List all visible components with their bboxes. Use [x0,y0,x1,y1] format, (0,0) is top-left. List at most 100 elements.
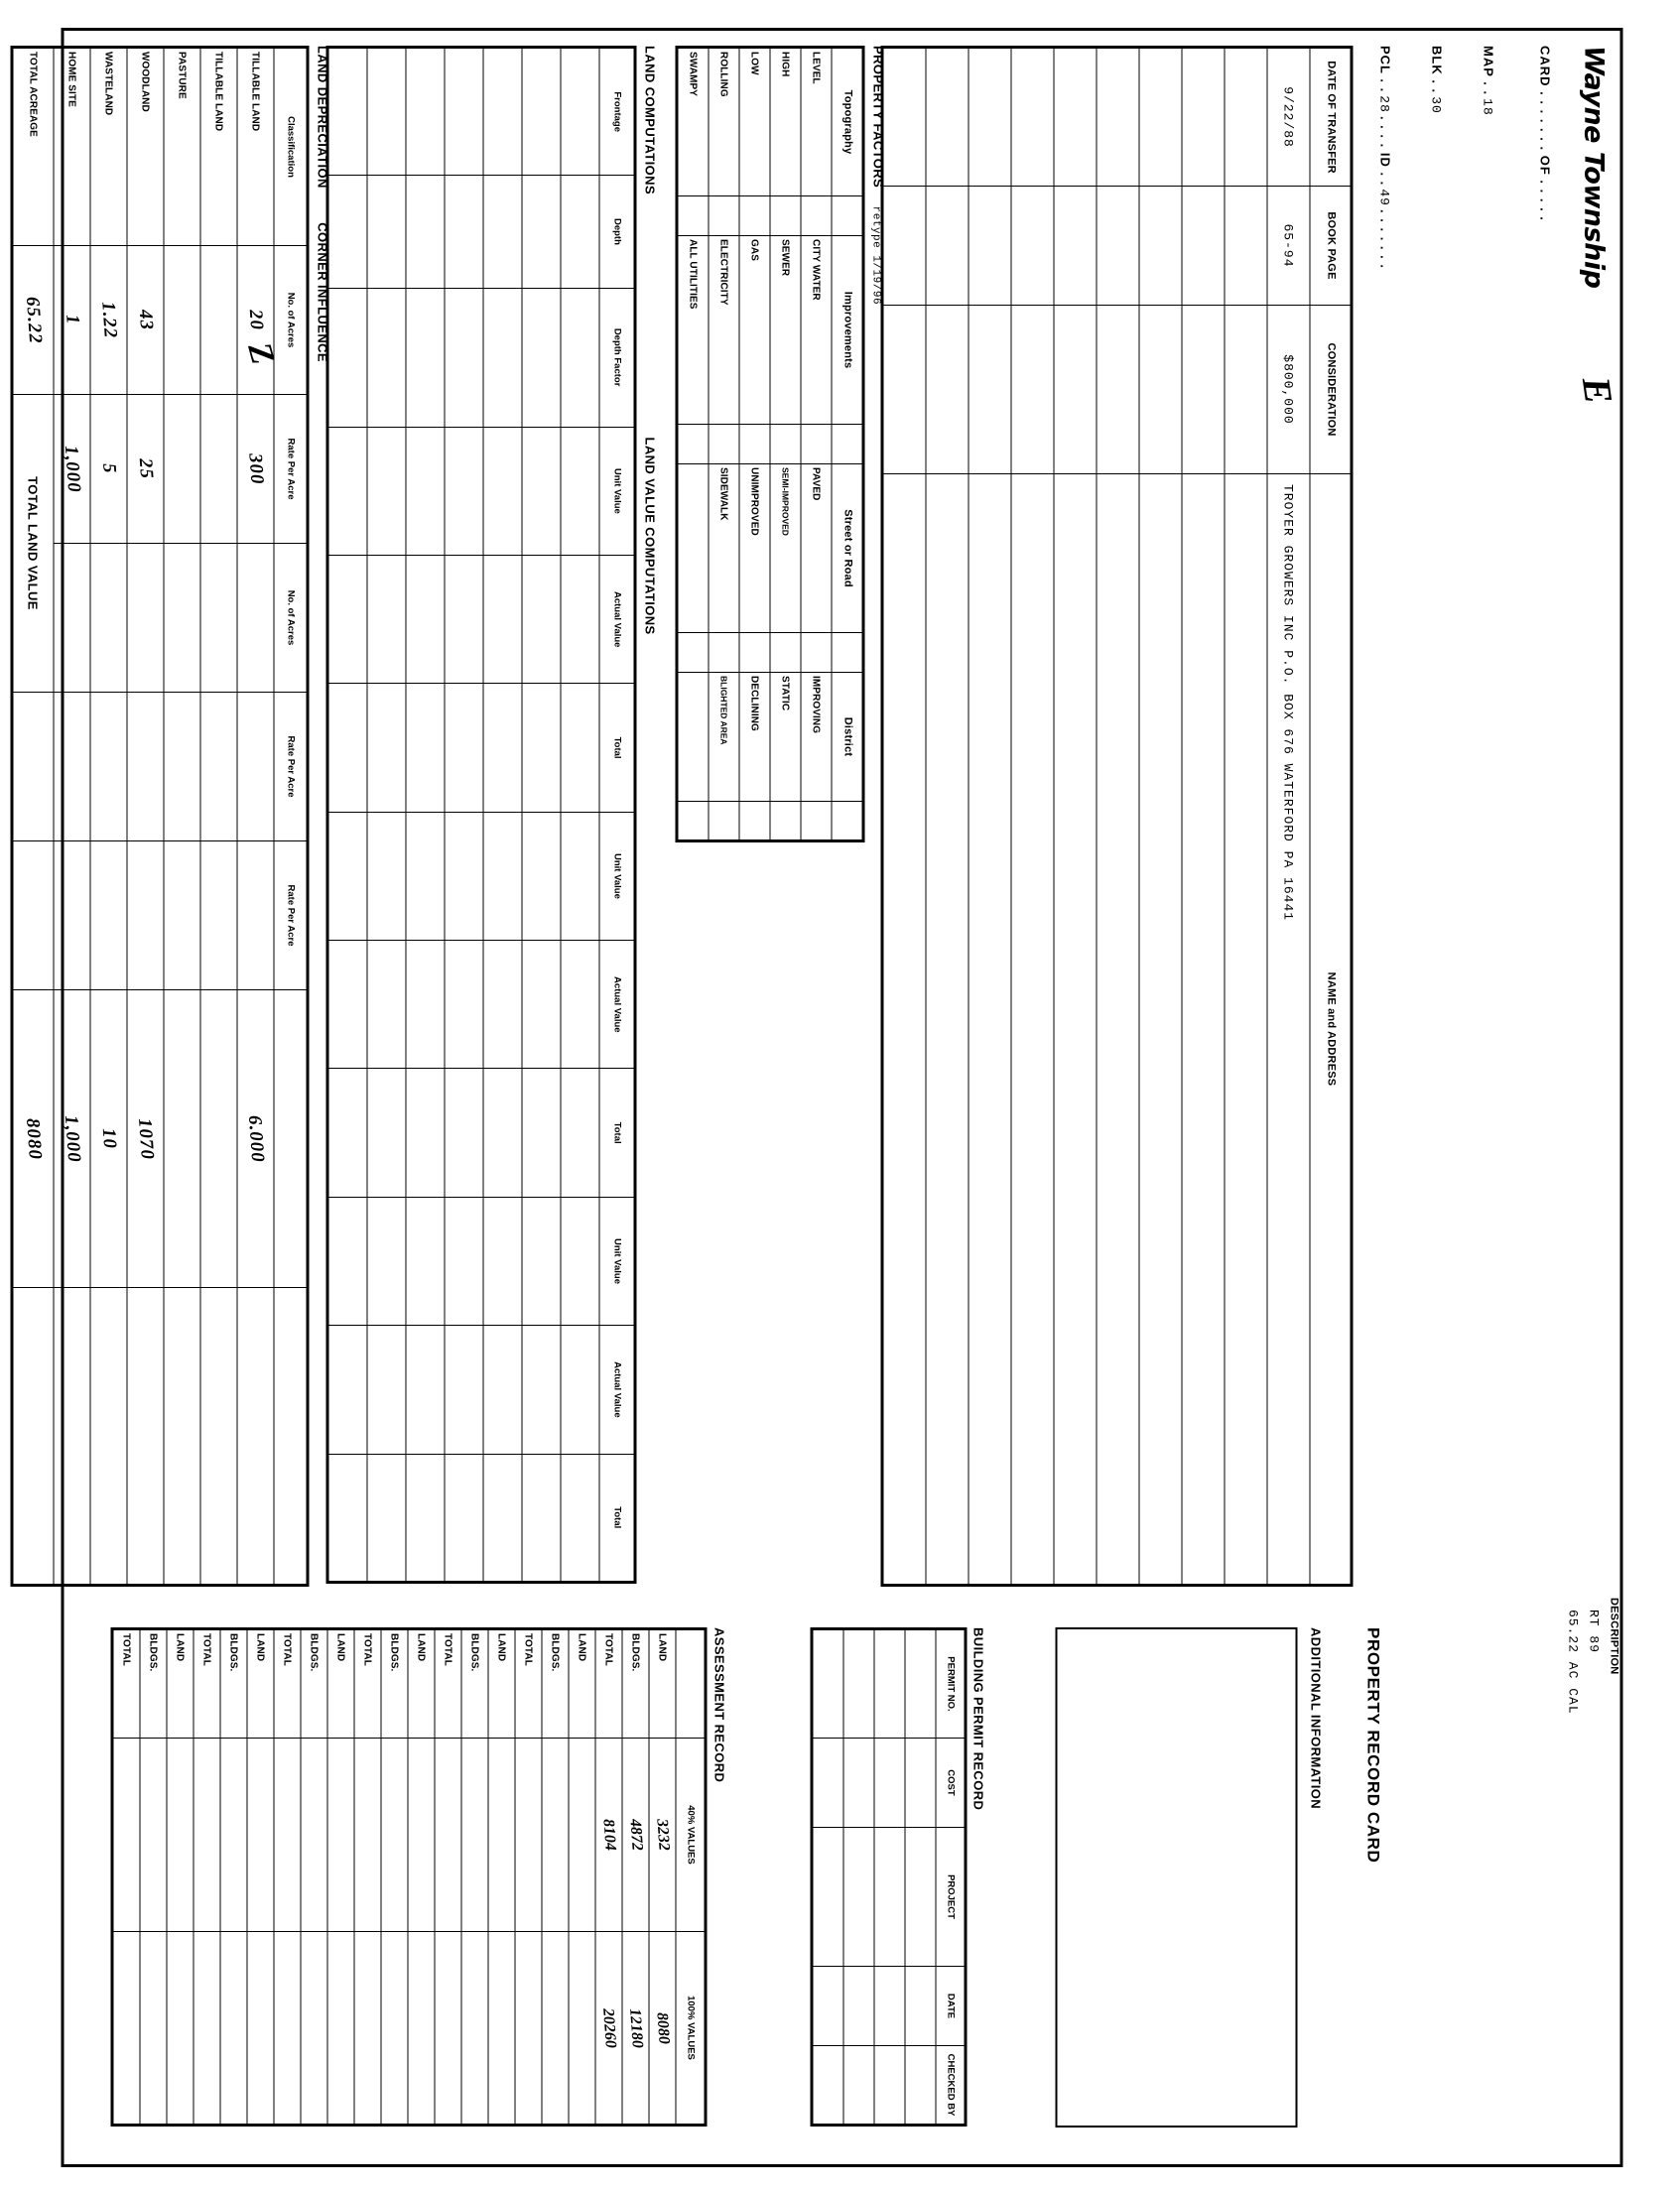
th-checked-by: CHECKED BY [935,2045,966,2126]
pf-street-check-3[interactable] [708,632,739,673]
pf-topography-1: HIGH [769,47,801,196]
th-unit-value-1: Unit Value [598,427,635,556]
ar-label-total-4: TOTAL [273,1628,301,1739]
ar-label-land-2: LAND [487,1628,515,1739]
property-factors-table: Topography Improvements Street or Road D… [675,46,864,842]
ld-rate-3: 25 [134,457,157,480]
pf-district-check-4[interactable] [676,801,709,841]
ld-total-row: TOTAL ACREAGE 65.22 TOTAL LAND VALUE 808… [11,47,54,1586]
pf-district-check-1[interactable] [769,801,801,841]
pf-topography-check-2[interactable] [738,195,770,236]
building-permit-record-section: BUILDING PERMIT RECORD PERMIT NO. COST P… [810,1627,985,2143]
lc-row [326,47,367,1583]
ld-value-5: 1,000 [60,1113,84,1164]
ar-label-total-3: TOTAL [353,1628,381,1739]
map-label: MAP . . [1481,46,1495,96]
transfer-table: DATE OF TRANSFER BOOK PAGE CONSIDERATION… [880,46,1353,1587]
th-topo-check [831,195,863,236]
ar-label-bldgs-4: BLDGS. [300,1628,327,1739]
pf-district-check-0[interactable] [800,801,832,841]
record-card-title-text: PROPERTY RECORD CARD [1363,1627,1382,1864]
th-date-of-transfer: DATE OF TRANSFER [1309,47,1352,187]
property-factors-section: PROPERTY FACTORS retype 1/19/96 Topograp… [675,46,886,842]
ld-row: WASTELAND 1.22 5 10 [89,47,127,1586]
ar-row: LAND [166,1628,194,2126]
pf-street-check-4[interactable] [676,632,709,673]
bp-header-row: PERMIT NO. COST PROJECT DATE CHECKED BY [935,1628,966,2126]
land-depreciation-title: LAND DEPRECIATION [315,46,329,189]
pf-district-check-2[interactable] [738,801,770,841]
pf-improvements-check-4[interactable] [676,424,709,464]
ld-rate-0: 300 [243,452,268,485]
pf-improvements-check-0[interactable] [800,424,832,464]
pf-district-check-3[interactable] [708,801,739,841]
total-acreage-label: TOTAL ACREAGE [11,47,54,246]
ld-acres-5: 1 [61,314,83,326]
pf-street-check-0[interactable] [800,632,832,673]
ar-row: LAND [246,1628,274,2126]
id-value: 49 [1376,189,1391,206]
ar-label-land-0: LAND [648,1628,676,1739]
bp-row [904,1628,936,2126]
pf-street-3: SIDEWALK [708,463,739,633]
pf-row: LOW GAS UNIMPROVED DECLINING [738,47,770,841]
pf-topography-check-1[interactable] [769,195,801,236]
pf-improvements-check-3[interactable] [708,424,739,464]
ar-row: LAND [326,1628,354,2126]
pf-improvements-check-2[interactable] [738,424,770,464]
ar-label-land-3: LAND [407,1628,435,1739]
pf-district-2: DECLINING [738,672,770,802]
ar-row: LAND [487,1628,515,2126]
assessment-record-table: 40% VALUES 100% VALUES LAND 3232 8080 BL… [110,1627,707,2127]
assessment-record-title: ASSESSMENT RECORD [711,1627,726,1783]
transfer-consideration-0: $800,000 [1280,354,1296,425]
blk-row: BLK . . 30 [1410,46,1462,472]
pf-topography-check-4[interactable] [676,195,709,236]
pf-row: LEVEL CITY WATER PAVED IMPROVING [800,47,832,841]
lc-row [405,47,445,1583]
th-project: PROJECT [935,1827,966,1967]
ar-row: LAND [407,1628,435,2126]
ar-bldgs-100-0: 12180 [625,2006,646,2049]
ld-acres-4: 1.22 [96,301,121,339]
pf-street-check-2[interactable] [738,632,770,673]
blk-value: 30 [1428,96,1443,114]
ld-classification-0: TILLABLE LAND [236,47,274,246]
th-actual-value-3: Actual Value [598,1325,635,1455]
ld-classification-2: PASTURE [163,47,200,246]
ar-row: BLDGS. [460,1628,488,2126]
lc-row [482,47,522,1583]
ar-row: BLDGS. [541,1628,569,2126]
pf-topography-check-0[interactable] [800,195,832,236]
transfer-row [1224,47,1267,1586]
ar-row: TOTAL [514,1628,542,2126]
th-book-page: BOOK PAGE [1309,186,1352,306]
record-card-title: PROPERTY RECORD CARD [1362,1627,1382,2143]
th-unit-value-2: Unit Value [598,812,635,941]
ld-classification-3: WOODLAND [126,47,164,246]
th-no-of-acres-2: No. of Acres [273,543,308,693]
th-actual-value-1: Actual Value [598,555,635,684]
ld-classification-4: WASTELAND [89,47,127,246]
ld-classification-1: TILLABLE LAND [199,47,237,246]
transfer-date-0: 9/22/88 [1280,86,1296,148]
th-depth: Depth [598,175,635,289]
pf-improvements-0: CITY WATER [800,235,832,425]
land-depreciation-table: Classification No. of Acres Rate Per Acr… [10,46,309,1587]
total-land-value-label: TOTAL LAND VALUE [25,476,41,610]
pf-street-check-1[interactable] [769,632,801,673]
pf-topography-check-3[interactable] [708,195,739,236]
ar-row: TOTAL [353,1628,381,2126]
ld-row: WOODLAND 43 25 1070 [126,47,164,1586]
th-name-address: NAME and ADDRESS [1309,473,1352,1586]
ld-classification-5: HOME SITE [53,47,90,246]
assessment-record-section: ASSESSMENT RECORD 40% VALUES 100% VALUES… [110,1627,727,2143]
pf-topography-2: LOW [738,47,770,196]
pf-improvements-check-1[interactable] [769,424,801,464]
ar-label-land-1: LAND [568,1628,595,1739]
ar-header-row: 40% VALUES 100% VALUES [675,1628,706,2126]
card-of-label: CARD . . . . . . . OF . . . . . [1537,46,1552,221]
page-title: Wayne Township [1553,46,1609,472]
ar-row: BLDGS. [380,1628,408,2126]
